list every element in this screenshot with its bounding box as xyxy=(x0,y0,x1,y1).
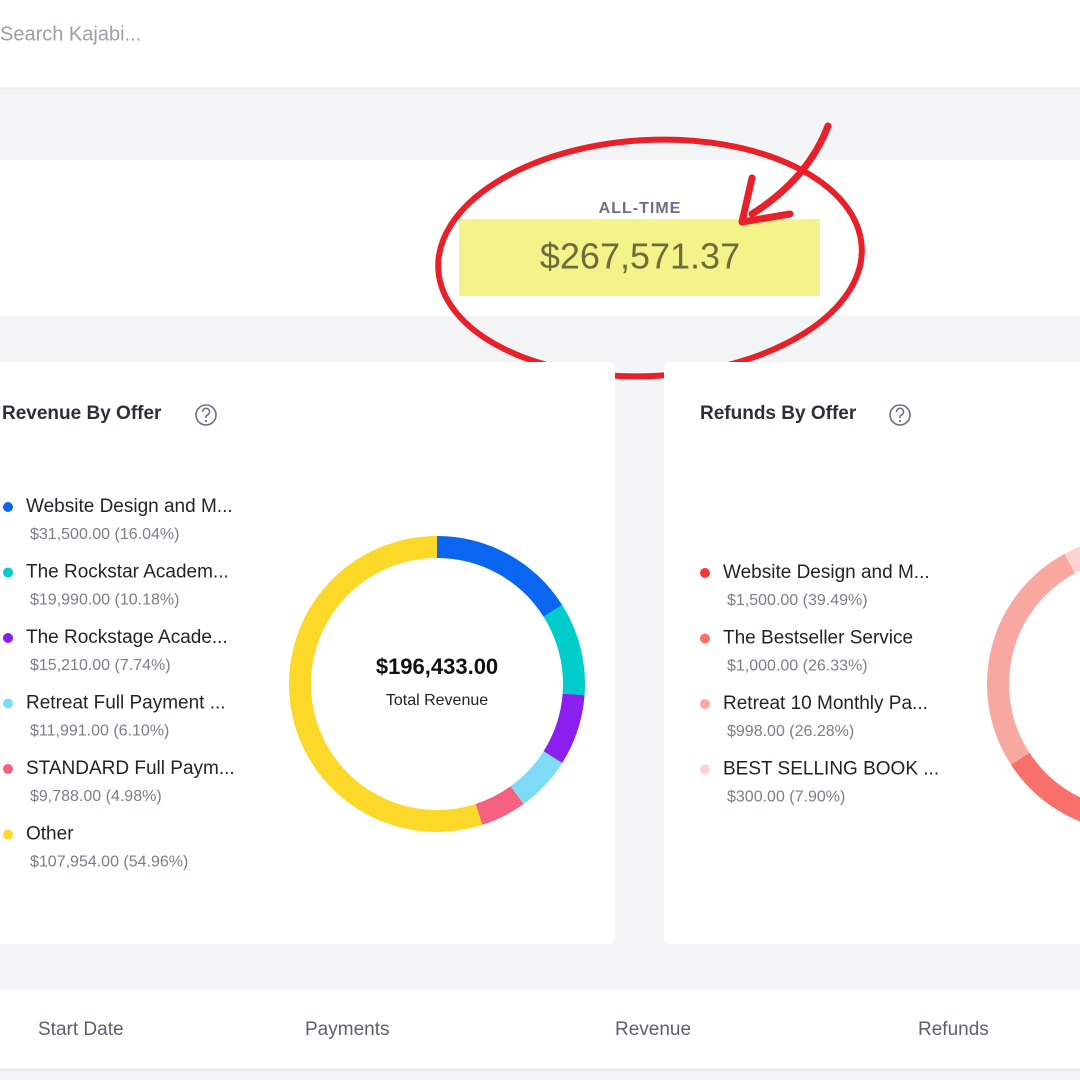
help-icon xyxy=(195,404,217,426)
legend-dot xyxy=(3,633,13,643)
column-header: Refunds xyxy=(918,1019,989,1040)
card-title: Revenue By Offer xyxy=(2,403,162,424)
donut-segment xyxy=(436,536,563,617)
legend-name: Retreat Full Payment ... xyxy=(26,693,226,714)
legend-dot xyxy=(700,699,710,709)
card-title: Refunds By Offer xyxy=(700,403,857,424)
legend-value: $1,500.00 (39.49%) xyxy=(727,592,868,609)
legend-value: $9,788.00 (4.98%) xyxy=(30,788,162,805)
legend-name: STANDARD Full Paym... xyxy=(26,758,235,779)
legend-value: $31,500.00 (16.04%) xyxy=(30,526,179,543)
donut-segment xyxy=(510,750,563,805)
help-icon xyxy=(204,419,208,423)
legend-value: $11,991.00 (6.10%) xyxy=(30,723,169,740)
legend-name: The Rockstar Academ... xyxy=(26,562,229,583)
donut-segment xyxy=(543,693,585,763)
legend-name: Website Design and M... xyxy=(26,496,233,517)
donut-segment xyxy=(1064,546,1080,574)
table-header xyxy=(0,990,1080,1068)
legend-value: $998.00 (26.28%) xyxy=(727,723,854,740)
legend-name: Other xyxy=(26,824,74,845)
help-icon xyxy=(895,407,905,419)
stat-label: ALL-TIME xyxy=(599,200,682,217)
annotation-arrow xyxy=(748,122,832,218)
column-header: Payments xyxy=(305,1019,389,1040)
legend-value: $300.00 (7.90%) xyxy=(727,789,845,806)
legend-dot xyxy=(3,764,13,774)
legend-name: The Bestseller Service xyxy=(723,628,913,649)
legend-dot xyxy=(700,633,710,644)
donut-segment xyxy=(543,604,585,696)
legend-name: Website Design and M... xyxy=(723,562,930,583)
legend-name: Retreat 10 Monthly Pa... xyxy=(723,693,928,714)
donut-segment xyxy=(475,786,524,825)
column-header: Revenue xyxy=(615,1019,691,1040)
legend-value: $1,000.00 (26.33%) xyxy=(727,658,868,675)
help-icon xyxy=(898,419,902,423)
annotation-circle xyxy=(435,136,865,380)
legend-dot xyxy=(3,502,13,512)
donut-segment xyxy=(289,536,483,832)
annotation-arrowhead xyxy=(738,174,794,226)
legend-name: BEST SELLING BOOK ... xyxy=(723,759,939,780)
help-icon xyxy=(201,407,211,419)
legend-dot xyxy=(700,764,710,775)
stat-value: $267,571.37 xyxy=(540,236,740,277)
card xyxy=(664,362,1080,944)
legend-dot xyxy=(3,567,13,578)
legend-value: $19,990.00 (10.18%) xyxy=(30,592,179,609)
donut-segment xyxy=(987,553,1076,765)
search-bar xyxy=(0,0,1080,88)
legend-dot xyxy=(700,568,710,578)
donut-label: Total Revenue xyxy=(386,692,488,709)
legend-name: The Rockstage Acade... xyxy=(26,627,228,648)
donut-total: $196,433.00 xyxy=(376,654,498,679)
legend-value: $107,954.00 (54.96%) xyxy=(30,854,188,871)
search-input[interactable]: Search Kajabi... xyxy=(0,23,141,45)
legend-value: $15,210.00 (7.74%) xyxy=(30,657,171,674)
donut-segment xyxy=(1010,752,1080,822)
highlight xyxy=(459,219,820,296)
column-header: Start Date xyxy=(38,1019,124,1040)
legend-dot xyxy=(3,829,13,840)
legend-dot xyxy=(3,698,13,709)
help-icon xyxy=(889,404,911,426)
